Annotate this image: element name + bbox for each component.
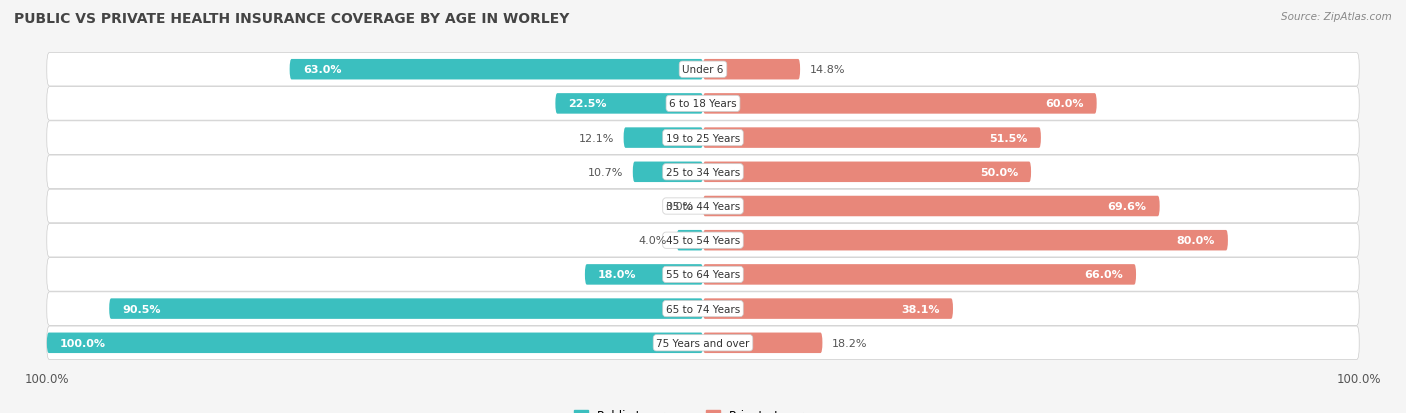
Text: Source: ZipAtlas.com: Source: ZipAtlas.com: [1281, 12, 1392, 22]
Text: 14.8%: 14.8%: [810, 65, 845, 75]
FancyBboxPatch shape: [703, 196, 1160, 217]
Text: 45 to 54 Years: 45 to 54 Years: [666, 236, 740, 246]
Text: 100.0%: 100.0%: [60, 338, 105, 348]
Text: 51.5%: 51.5%: [990, 133, 1028, 143]
FancyBboxPatch shape: [703, 94, 1097, 114]
FancyBboxPatch shape: [703, 264, 1136, 285]
FancyBboxPatch shape: [703, 230, 1227, 251]
Text: 38.1%: 38.1%: [901, 304, 939, 314]
Text: 10.7%: 10.7%: [588, 167, 623, 177]
FancyBboxPatch shape: [46, 190, 1360, 223]
FancyBboxPatch shape: [703, 299, 953, 319]
FancyBboxPatch shape: [46, 292, 1360, 325]
FancyBboxPatch shape: [703, 60, 800, 80]
Text: 6 to 18 Years: 6 to 18 Years: [669, 99, 737, 109]
FancyBboxPatch shape: [676, 230, 703, 251]
FancyBboxPatch shape: [46, 156, 1360, 189]
FancyBboxPatch shape: [703, 333, 823, 353]
Text: 69.6%: 69.6%: [1108, 202, 1146, 211]
Text: 60.0%: 60.0%: [1045, 99, 1084, 109]
FancyBboxPatch shape: [703, 128, 1040, 149]
Text: 22.5%: 22.5%: [568, 99, 607, 109]
FancyBboxPatch shape: [46, 224, 1360, 257]
Text: 65 to 74 Years: 65 to 74 Years: [666, 304, 740, 314]
Text: 19 to 25 Years: 19 to 25 Years: [666, 133, 740, 143]
FancyBboxPatch shape: [46, 88, 1360, 121]
FancyBboxPatch shape: [555, 94, 703, 114]
Text: 4.0%: 4.0%: [638, 236, 666, 246]
FancyBboxPatch shape: [46, 326, 1360, 360]
Text: 90.5%: 90.5%: [122, 304, 160, 314]
Text: 75 Years and over: 75 Years and over: [657, 338, 749, 348]
Text: 66.0%: 66.0%: [1084, 270, 1123, 280]
Text: 80.0%: 80.0%: [1177, 236, 1215, 246]
FancyBboxPatch shape: [46, 53, 1360, 87]
Text: 12.1%: 12.1%: [578, 133, 614, 143]
Text: 55 to 64 Years: 55 to 64 Years: [666, 270, 740, 280]
FancyBboxPatch shape: [46, 121, 1360, 155]
Text: 0.0%: 0.0%: [665, 202, 693, 211]
FancyBboxPatch shape: [46, 258, 1360, 292]
Text: 35 to 44 Years: 35 to 44 Years: [666, 202, 740, 211]
Text: 50.0%: 50.0%: [980, 167, 1018, 177]
Text: 63.0%: 63.0%: [302, 65, 342, 75]
FancyBboxPatch shape: [290, 60, 703, 80]
FancyBboxPatch shape: [624, 128, 703, 149]
Text: 25 to 34 Years: 25 to 34 Years: [666, 167, 740, 177]
Text: 18.0%: 18.0%: [598, 270, 637, 280]
Text: 18.2%: 18.2%: [832, 338, 868, 348]
Text: Under 6: Under 6: [682, 65, 724, 75]
FancyBboxPatch shape: [633, 162, 703, 183]
FancyBboxPatch shape: [110, 299, 703, 319]
Legend: Public Insurance, Private Insurance: Public Insurance, Private Insurance: [569, 404, 837, 413]
FancyBboxPatch shape: [46, 333, 703, 353]
Text: PUBLIC VS PRIVATE HEALTH INSURANCE COVERAGE BY AGE IN WORLEY: PUBLIC VS PRIVATE HEALTH INSURANCE COVER…: [14, 12, 569, 26]
FancyBboxPatch shape: [703, 162, 1031, 183]
FancyBboxPatch shape: [585, 264, 703, 285]
